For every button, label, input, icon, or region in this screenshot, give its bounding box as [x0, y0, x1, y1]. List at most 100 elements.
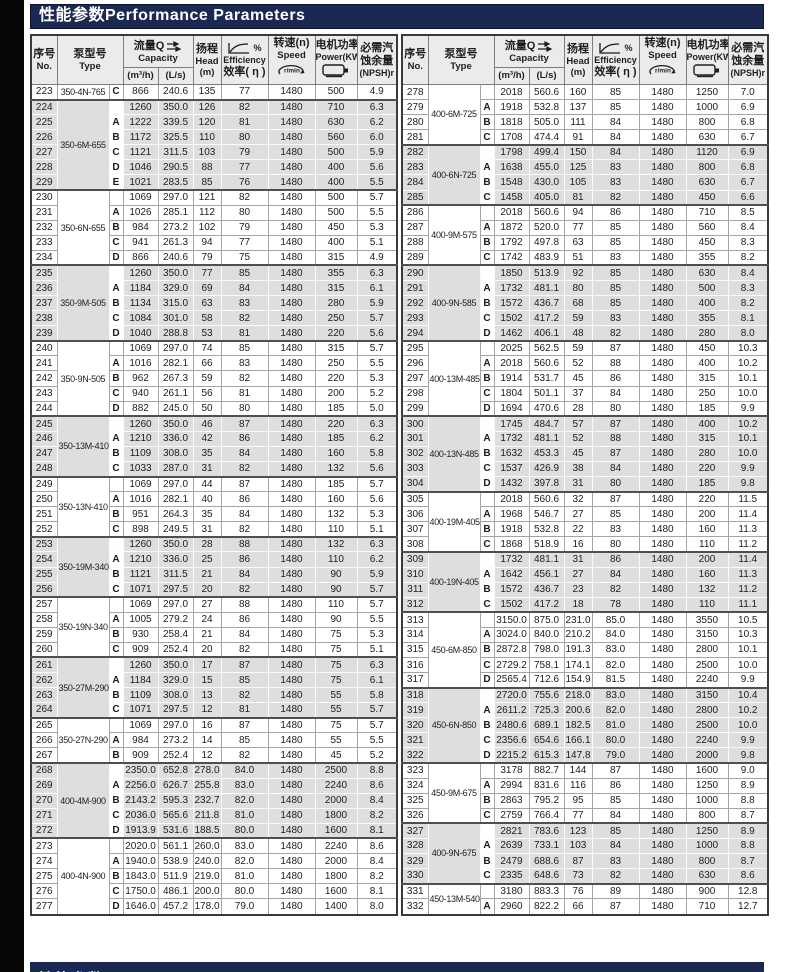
table-row: 293 C 1502 417.2 59 83 1480 355 8.1 — [401, 310, 769, 327]
cell-speed: 1480 — [638, 445, 687, 462]
cell-type: 350-9M-505 — [56, 264, 110, 342]
table-row: 327 400-9N-675 2821 783.6 123 85 1480 1250 8.9 — [401, 822, 769, 885]
cell-efficiency: 79.0 — [220, 898, 269, 915]
table-row: 316 C 2729.2 758.1 174.1 82.0 1480 2500 10.0 — [401, 656, 769, 674]
cell-capacity-m3h: 2020.0 — [122, 837, 159, 854]
cell-head: 31 — [563, 550, 593, 568]
table-row: 242 B 962 267.3 59 82 1480 220 5.3 — [30, 370, 398, 387]
cell-npsh: 4.9 — [356, 249, 398, 266]
cell-no: 306 — [401, 506, 429, 523]
cell-no: 328 — [401, 837, 429, 854]
cell-speed: 1480 — [638, 852, 687, 870]
cell-speed: 1480 — [638, 114, 687, 131]
cell-capacity-ls: 406.1 — [528, 325, 565, 342]
cell-speed: 1480 — [267, 234, 316, 251]
table-row: 269 A 2256.0 626.7 255.8 83.0 1480 2240 8.6 — [30, 777, 398, 794]
cell-npsh: 10.1 — [727, 430, 769, 447]
cell-speed: 1480 — [638, 762, 687, 779]
cell-capacity-m3h: 1260 — [122, 415, 159, 432]
cell-power: 900 — [685, 882, 729, 900]
cell-npsh: 8.9 — [727, 822, 769, 839]
cell-capacity-m3h: 1872 — [493, 219, 530, 236]
cell-npsh: 11.4 — [727, 506, 769, 523]
cell-npsh: 11.4 — [727, 550, 769, 568]
cell-npsh: 6.6 — [727, 189, 769, 206]
cell-capacity-m3h: 1694 — [493, 400, 530, 417]
cell-capacity-m3h: 1260 — [122, 264, 159, 282]
cell-capacity-m3h: 1121 — [122, 144, 159, 161]
cell-capacity-ls: 531.6 — [157, 822, 194, 839]
cell-letter: A — [479, 566, 495, 583]
table-row: 265 350-27N-290 1069 297.0 16 87 1480 75 5.7 — [30, 716, 398, 764]
cell-efficiency: 86 — [591, 204, 640, 221]
cell-letter: A — [108, 777, 124, 794]
cell-capacity-ls: 301.0 — [157, 310, 194, 327]
cell-capacity-ls: 456.1 — [528, 566, 565, 583]
cell-speed: 1480 — [638, 611, 687, 628]
cell-no: 268 — [30, 762, 58, 779]
cell-head: 63 — [192, 295, 222, 312]
cell-head: 52 — [563, 355, 593, 372]
cell-letter: B — [479, 445, 495, 462]
cell-speed: 1480 — [267, 702, 316, 719]
table-row: 237 B 1134 315.0 63 83 1480 280 5.9 — [30, 295, 398, 312]
col-header-ls: (L/s) — [157, 67, 194, 85]
performance-table-left: 序号 No. 泵型号 Type 流量Q C — [30, 34, 398, 916]
table-row: 249 350-13N-410 1069 297.0 44 87 1480 185 5.7 — [30, 475, 398, 538]
table-row: 236 A 1184 329.0 69 84 1480 315 6.1 — [30, 280, 398, 297]
cell-head: 27 — [563, 566, 593, 583]
cell-type: 400-4M-900 — [56, 762, 110, 839]
cell-head: 95 — [563, 792, 593, 809]
table-row: 331 450-13M-540 3180 883.3 76 89 1480 900 12.8 — [401, 882, 769, 915]
table-row: 323 450-9M-675 3178 882.7 144 87 1480 1600 9.0 — [401, 762, 769, 824]
table-row: 299 D 1694 470.6 28 80 1480 185 9.9 — [401, 400, 769, 417]
cell-letter: A — [479, 898, 495, 915]
table-row: 332 A 2960 822.2 66 87 1480 710 12.7 — [401, 898, 769, 915]
cell-speed: 1480 — [267, 626, 316, 643]
cell-power: 250 — [314, 310, 358, 327]
cell-efficiency: 80 — [220, 204, 269, 221]
cell-letter: B — [108, 792, 124, 809]
cell-head: 57 — [563, 415, 593, 432]
cell-head: 48 — [563, 325, 593, 342]
cell-type: 350-27M-290 — [56, 656, 110, 719]
next-page-title: 性能参数Performance Parameters — [30, 962, 764, 972]
cell-npsh: 11.5 — [727, 490, 769, 508]
cell-head: 66 — [192, 355, 222, 372]
performance-tables: 序号 No. 泵型号 Type 流量Q C — [30, 34, 769, 916]
cell-head: 137 — [563, 99, 593, 116]
cell-npsh: 5.3 — [356, 506, 398, 523]
cell-type: 400-9N-585 — [427, 264, 481, 342]
cell-type: 350-13N-410 — [56, 475, 110, 538]
table-row: 244 D 882 245.0 50 80 1480 185 5.0 — [30, 400, 398, 417]
table-row: 306 A 1968 546.7 27 85 1480 200 11.4 — [401, 506, 769, 523]
cell-capacity-ls: 258.4 — [157, 626, 194, 643]
cell-capacity-ls: 297.0 — [157, 475, 194, 493]
cell-npsh: 9.9 — [727, 672, 769, 689]
cell-no: 223 — [30, 84, 58, 101]
cell-power: 400 — [685, 355, 729, 372]
cell-speed: 1480 — [638, 490, 687, 508]
cell-capacity-ls: 297.5 — [157, 702, 194, 719]
cell-head: 17 — [192, 656, 222, 674]
cell-head: 44 — [192, 475, 222, 493]
cell-power: 75 — [314, 672, 358, 689]
cell-npsh: 8.8 — [727, 837, 769, 854]
cell-npsh: 9.8 — [727, 476, 769, 493]
cell-letter: A — [108, 611, 124, 628]
cell-power: 630 — [685, 264, 729, 282]
cell-power: 800 — [685, 159, 729, 176]
cell-efficiency: 77 — [220, 159, 269, 176]
cell-head: 94 — [192, 234, 222, 251]
table-row: 228 D 1046 290.5 88 77 1480 400 5.6 — [30, 159, 398, 176]
cell-speed: 1480 — [638, 339, 687, 357]
cell-npsh: 6.7 — [727, 129, 769, 146]
table-row: 321 C 2356.6 654.6 166.1 80.0 1480 2240 9.9 — [401, 732, 769, 749]
cell-npsh: 8.4 — [356, 852, 398, 870]
cell-head: 211.8 — [192, 807, 222, 824]
cell-head: 18 — [563, 596, 593, 613]
cell-letter — [479, 490, 495, 508]
cell-capacity-m3h: 1732 — [493, 430, 530, 447]
cell-letter — [108, 535, 124, 553]
cell-letter — [479, 686, 495, 704]
